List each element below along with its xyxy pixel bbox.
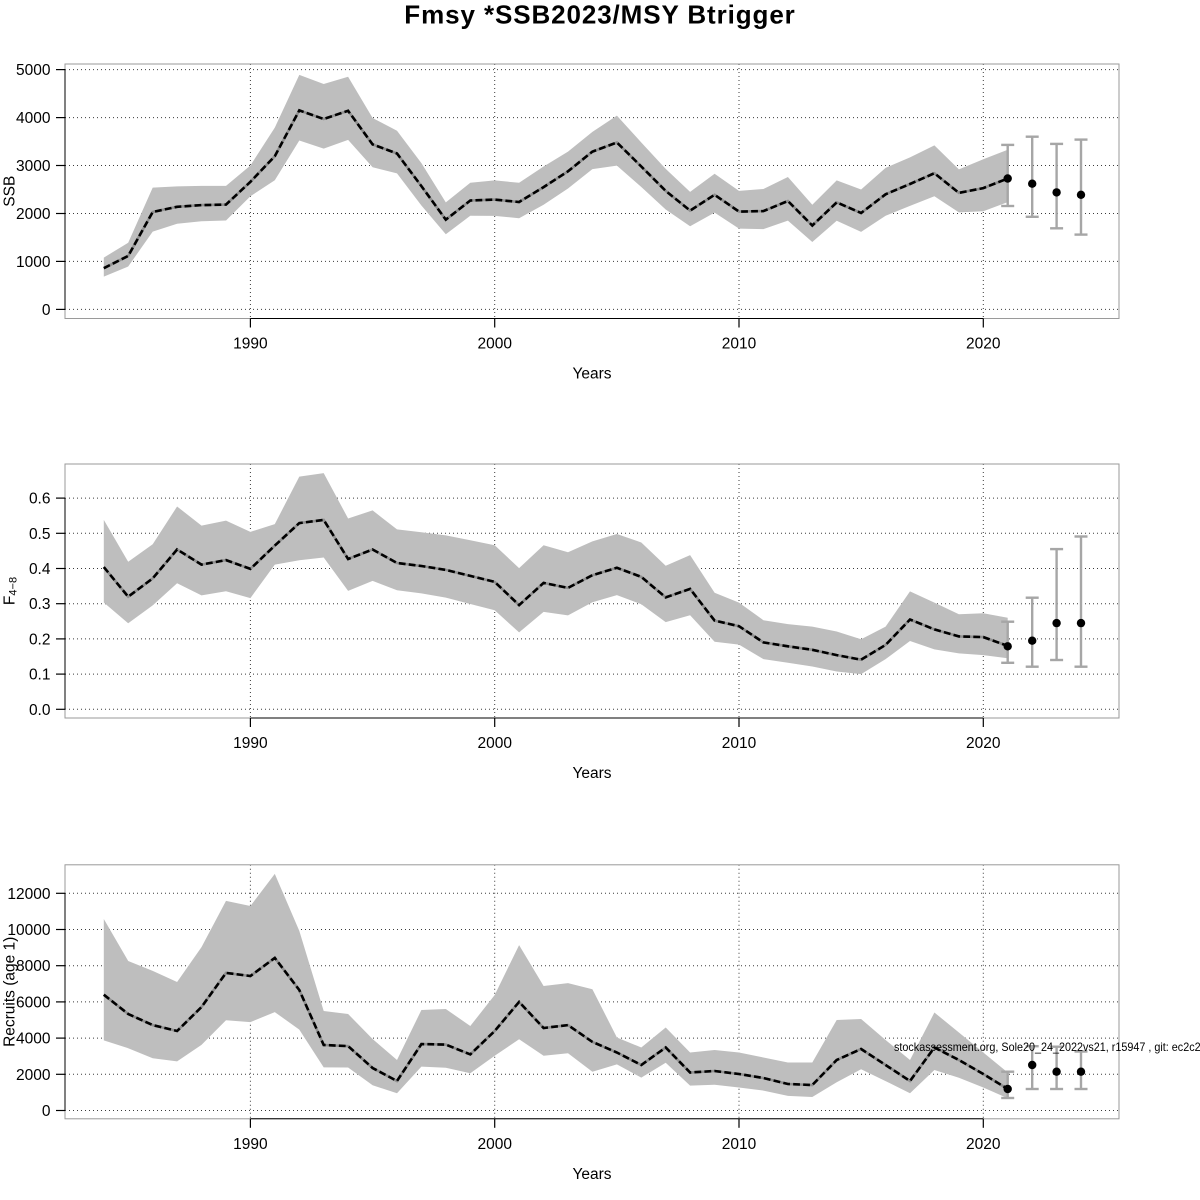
svg-text:2000: 2000 [477, 735, 512, 752]
svg-text:2020: 2020 [966, 1136, 1001, 1153]
svg-text:1990: 1990 [233, 1136, 268, 1153]
svg-text:6000: 6000 [16, 994, 51, 1011]
svg-text:1990: 1990 [233, 336, 268, 353]
svg-text:10000: 10000 [7, 922, 50, 939]
svg-text:2000: 2000 [477, 336, 512, 353]
svg-text:1000: 1000 [16, 254, 51, 271]
svg-text:2020: 2020 [966, 336, 1001, 353]
svg-text:3000: 3000 [16, 158, 51, 175]
svg-text:Recruits (age 1): Recruits (age 1) [2, 937, 19, 1047]
svg-text:0.5: 0.5 [29, 526, 51, 543]
svg-text:8000: 8000 [16, 958, 51, 975]
svg-text:2000: 2000 [16, 1067, 51, 1084]
svg-text:Years: Years [572, 765, 611, 782]
svg-text:2010: 2010 [722, 336, 757, 353]
svg-text:4000: 4000 [16, 1031, 51, 1048]
svg-text:0.1: 0.1 [29, 667, 51, 684]
svg-text:2010: 2010 [722, 735, 757, 752]
svg-text:0.4: 0.4 [29, 561, 51, 578]
svg-text:Fmsy *SSB2023/MSY Btrigger: Fmsy *SSB2023/MSY Btrigger [404, 0, 795, 30]
svg-text:12000: 12000 [7, 886, 50, 903]
svg-text:0.2: 0.2 [29, 631, 51, 648]
svg-text:0: 0 [42, 1103, 51, 1120]
svg-text:Years: Years [572, 366, 611, 383]
svg-text:Years: Years [572, 1166, 611, 1183]
svg-text:2020: 2020 [966, 735, 1001, 752]
svg-text:2000: 2000 [477, 1136, 512, 1153]
svg-text:0.3: 0.3 [29, 596, 51, 613]
svg-text:4000: 4000 [16, 110, 51, 127]
svg-text:0.6: 0.6 [29, 491, 51, 508]
svg-text:1990: 1990 [233, 735, 268, 752]
svg-text:SSB: SSB [2, 176, 19, 207]
svg-text:0: 0 [42, 302, 51, 319]
svg-text:5000: 5000 [16, 62, 51, 79]
svg-text:2010: 2010 [722, 1136, 757, 1153]
svg-text:2000: 2000 [16, 206, 51, 223]
svg-text:0.0: 0.0 [29, 702, 51, 719]
svg-text:stockassessment.org, Sole20_24: stockassessment.org, Sole20_24_2022vs21,… [894, 1040, 1200, 1054]
